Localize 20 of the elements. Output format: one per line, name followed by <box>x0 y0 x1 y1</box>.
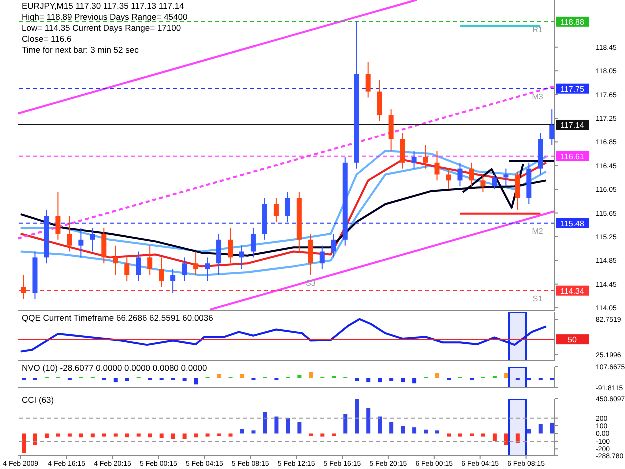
ref-line-label: 117.75 <box>560 84 585 94</box>
chart-title: EURJPY,M15 117.30 117.35 117.13 117.14 <box>22 1 186 12</box>
ref-line-label: 118.88 <box>560 18 585 27</box>
ref-line-label: 116.61 <box>560 152 585 162</box>
annotation: R1 <box>532 26 544 35</box>
chart-title: QQE Current Timeframe 66.2686 62.5591 60.0036 <box>22 313 214 324</box>
ref-line-label: 50 <box>568 336 578 345</box>
annotation: Time for next bar: 3 min 52 sec <box>22 45 140 56</box>
annotation: S1 <box>532 294 544 304</box>
annotation: S3 <box>306 279 316 288</box>
ref-line-label: 117.14 <box>560 120 585 130</box>
ref-line-label: 114.34 <box>560 286 585 296</box>
annotation: High= 118.89 Previous Days Range= 45400 <box>22 12 188 23</box>
chart-title: CCI (63) <box>22 395 54 406</box>
annotation: M3 <box>532 92 544 102</box>
annotation: M2 <box>532 227 544 236</box>
ref-line-label: 115.48 <box>560 219 585 228</box>
annotation: Close= 116.6 <box>22 34 73 45</box>
annotation: Low= 114.35 Current Days Range= 17100 <box>22 23 182 34</box>
chart-title: NVO (10) -28.6077 0.0000 0.0000 0.0080 0.0000 <box>22 363 208 374</box>
